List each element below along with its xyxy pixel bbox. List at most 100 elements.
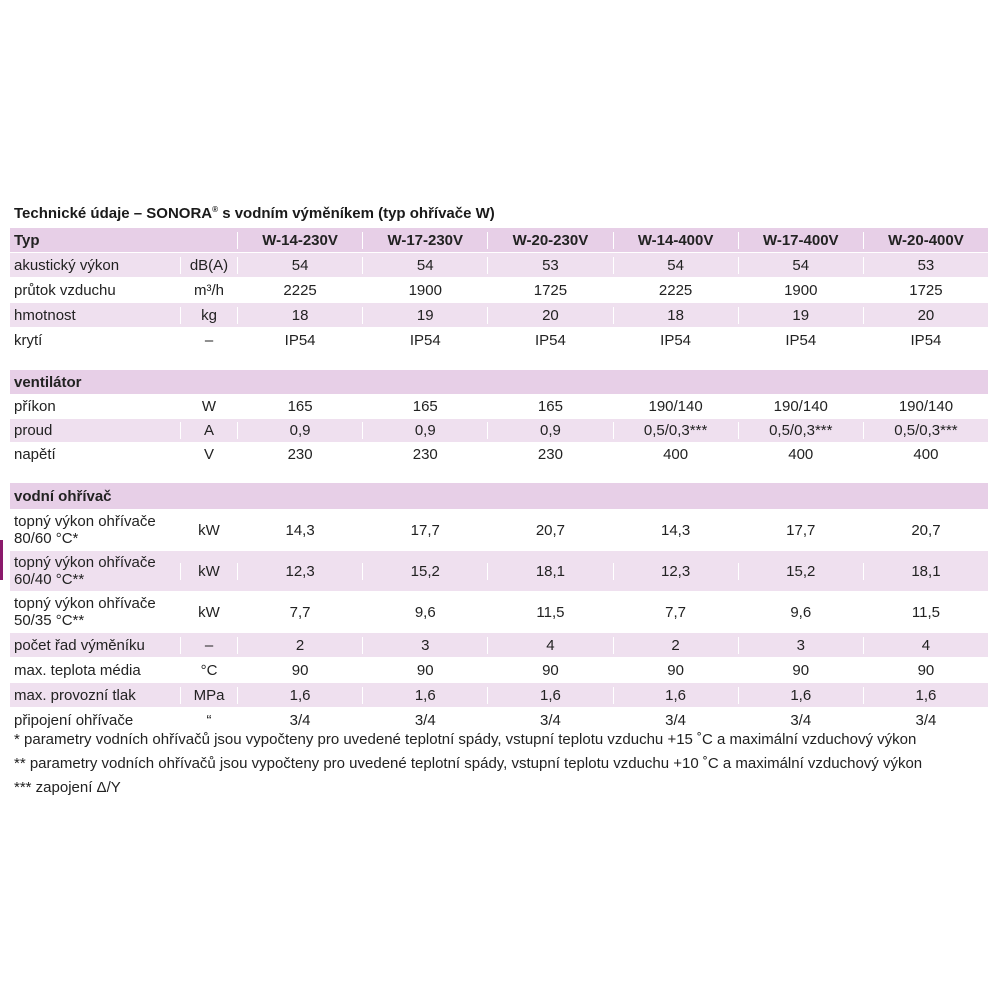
row-value: 90 (237, 661, 362, 679)
row-value: 20 (862, 306, 988, 324)
row-unit: °C (180, 661, 237, 679)
row-value: 17,7 (362, 521, 487, 539)
row-value: 3/4 (237, 711, 362, 729)
row-unit: kW (180, 603, 237, 621)
footnote-1: * parametry vodních ohřívačů jsou vypočt… (14, 731, 917, 748)
row-label: vodní ohřívač (14, 487, 112, 505)
row-value: 165 (487, 398, 612, 415)
row-value: 0,9 (237, 422, 362, 439)
row-value: 2225 (237, 281, 362, 299)
row-unit: dB(A) (180, 256, 237, 274)
row-value: 18 (612, 306, 738, 324)
table-row: max. teplota média °C 90 90 90 90 90 90 (10, 658, 988, 682)
row-value: 90 (487, 661, 612, 679)
row-label: připojení ohřívače (14, 711, 134, 729)
row-value: IP54 (612, 331, 738, 349)
table-row: proud A 0,9 0,9 0,9 0,5/0,3*** 0,5/0,3*** 0,5/0… (10, 419, 988, 442)
row-unit: – (180, 331, 237, 349)
row-value: 2 (237, 636, 362, 654)
table-row: hmotnost kg 18 19 20 18 19 20 (10, 303, 988, 327)
row-label: krytí (14, 331, 43, 349)
row-value: 15,2 (362, 562, 487, 580)
footnote-3: *** zapojení Δ/Y (14, 779, 121, 796)
row-unit: kg (180, 306, 237, 324)
row-value: W-14-230V (237, 231, 362, 249)
row-value: 9,6 (737, 603, 863, 621)
row-label: hmotnost (14, 306, 76, 324)
row-value: IP54 (862, 331, 988, 349)
row-value: W-20-230V (487, 231, 612, 249)
row-value: 11,5 (862, 603, 988, 621)
row-value: 230 (237, 446, 362, 463)
row-value: 400 (612, 446, 738, 463)
row-value: 9,6 (362, 603, 487, 621)
row-value: 15,2 (737, 562, 863, 580)
row-value: W-17-400V (737, 231, 863, 249)
row-value: 0,9 (487, 422, 612, 439)
row-value: 230 (362, 446, 487, 463)
row-label: příkon (14, 398, 56, 415)
row-value: 1,6 (362, 686, 487, 704)
row-value: 18,1 (862, 562, 988, 580)
row-label: Typ (14, 231, 40, 249)
row-unit: A (180, 422, 237, 439)
row-value: W-17-230V (362, 231, 487, 249)
row-value: 4 (862, 636, 988, 654)
row-value: W-20-400V (862, 231, 988, 249)
row-value: 90 (862, 661, 988, 679)
row-label: ventilátor (14, 373, 82, 391)
row-value: 2 (612, 636, 738, 654)
footnote-2: ** parametry vodních ohřívačů jsou vypoč… (14, 755, 923, 772)
row-unit: kW (180, 521, 237, 539)
row-label: průtok vzduchu (14, 281, 116, 299)
row-value: IP54 (237, 331, 362, 349)
row-value: 3/4 (487, 711, 612, 729)
table-row: topný výkon ohřívače 60/40 °C** kW 12,3 15,2… (10, 551, 988, 591)
spec-table: Typ W-14-230V W-17-230V W-20-230V W-14-400V W… (10, 228, 988, 733)
row-value: 20 (487, 306, 612, 324)
row-value: 190/140 (862, 398, 988, 415)
row-label: topný výkon ohřívače 50/35 °C** (10, 595, 180, 629)
title-rest: s vodním výměníkem (typ ohřívače W) (218, 205, 495, 222)
row-value: 1,6 (737, 686, 863, 704)
row-label: proud (14, 422, 53, 439)
row-value: W-14-400V (612, 231, 738, 249)
row-value: 19 (737, 306, 863, 324)
row-value: 14,3 (237, 521, 362, 539)
row-value: 0,9 (362, 422, 487, 439)
registered-mark: ® (212, 205, 219, 214)
row-value: 3 (737, 636, 863, 654)
row-value: 54 (737, 256, 863, 274)
row-label-line1: topný výkon ohřívače (14, 554, 156, 571)
row-value: 1900 (362, 281, 487, 299)
row-label: topný výkon ohřívače 60/40 °C** (10, 554, 180, 588)
row-unit: MPa (180, 686, 237, 704)
row-value: 14,3 (612, 521, 738, 539)
row-unit: m³/h (180, 281, 237, 299)
table-row: připojení ohřívače “3/4 3/4 3/4 3/4 3/4 3/4 (10, 708, 988, 732)
row-value: 90 (362, 661, 487, 679)
row-unit: – (180, 636, 237, 654)
row-value: 190/140 (612, 398, 738, 415)
row-label: max. provozní tlak (14, 686, 136, 704)
row-value: 400 (862, 446, 988, 463)
row-label-line2: 50/35 °C** (14, 612, 85, 629)
row-value: 3/4 (612, 711, 738, 729)
page-edge-marker (0, 540, 3, 580)
row-value: 0,5/0,3*** (612, 422, 738, 439)
row-value: 4 (487, 636, 612, 654)
row-value: 17,7 (737, 521, 863, 539)
row-value: 20,7 (862, 521, 988, 539)
row-value: 90 (737, 661, 863, 679)
row-value: 230 (487, 446, 612, 463)
table-header-row: Typ W-14-230V W-17-230V W-20-230V W-14-400V W… (10, 228, 988, 252)
row-value: 90 (612, 661, 738, 679)
row-value: 2225 (612, 281, 738, 299)
row-label: topný výkon ohřívače 80/60 °C* (10, 513, 180, 547)
row-value: 3/4 (862, 711, 988, 729)
row-value: 20,7 (487, 521, 612, 539)
row-value: 3/4 (737, 711, 863, 729)
row-value: 3 (362, 636, 487, 654)
table-row: max. provozní tlak MPa 1,6 1,6 1,6 1,6 1,6 1,6 (10, 683, 988, 707)
row-value: 19 (362, 306, 487, 324)
